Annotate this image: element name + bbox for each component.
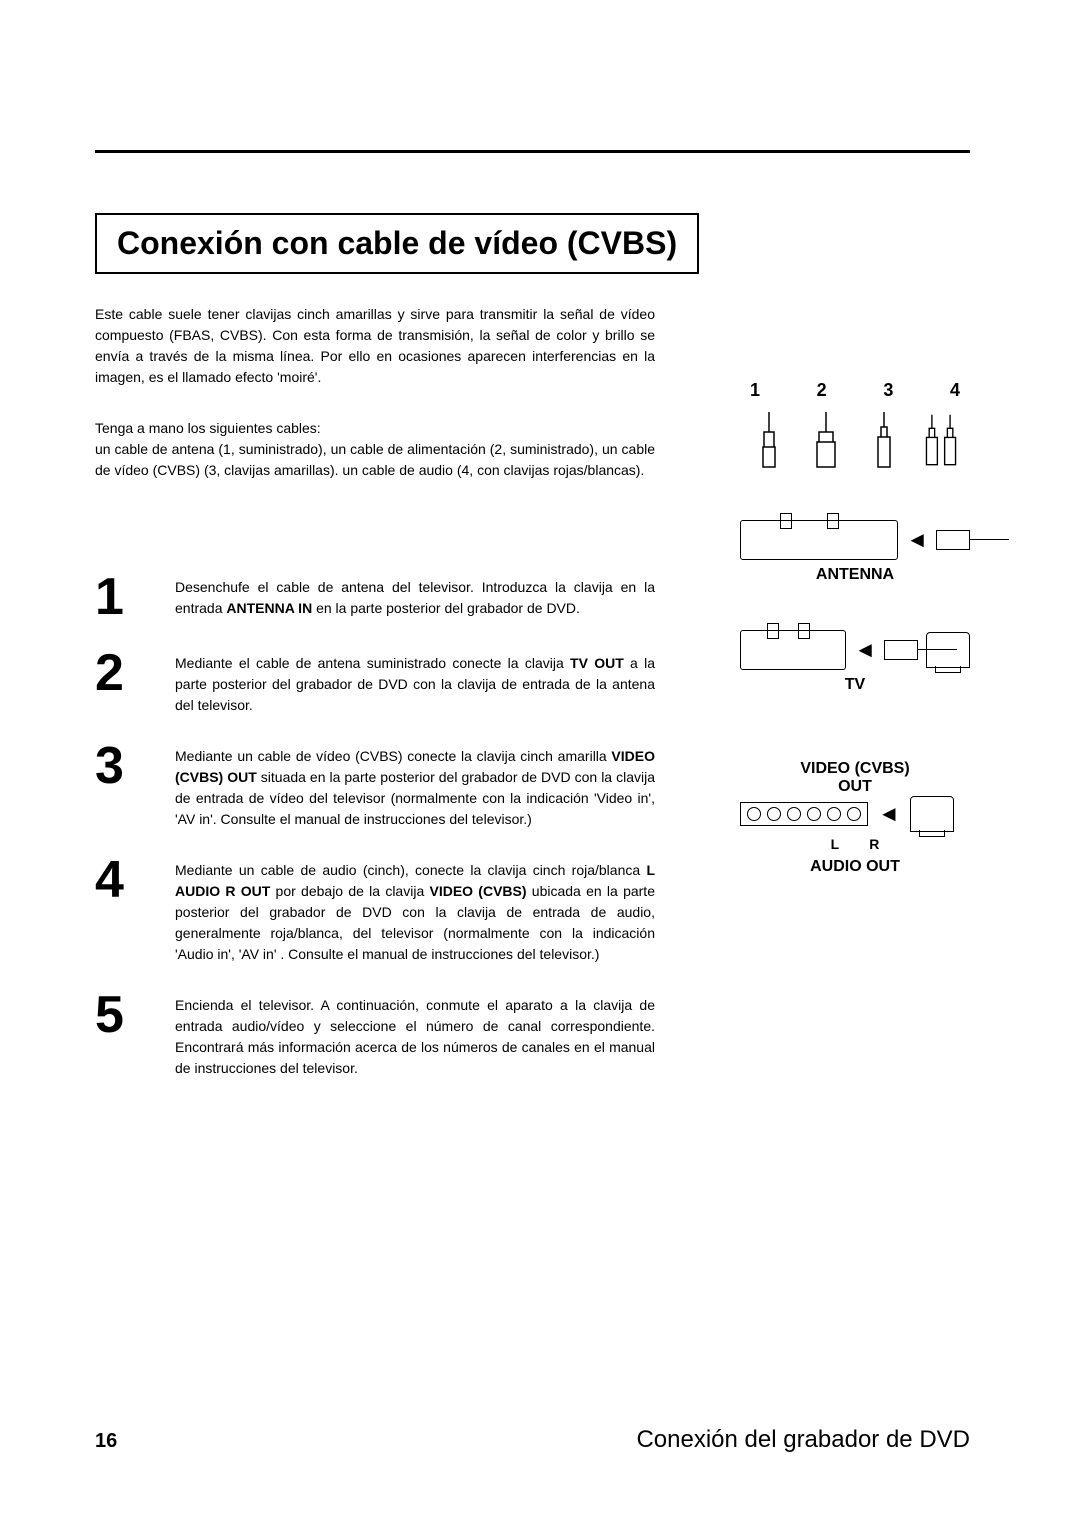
- plug-icon: [864, 407, 904, 477]
- antenna-label: ANTENNA: [740, 566, 970, 584]
- cables-intro: Tenga a mano los siguientes cables:: [95, 418, 655, 439]
- connector-icon: [936, 530, 970, 550]
- audio-l-label: L: [831, 836, 840, 852]
- tv-icon: [910, 796, 954, 832]
- intro-paragraph: Este cable suele tener clavijas cinch am…: [95, 304, 655, 388]
- page-number: 16: [95, 1430, 117, 1453]
- connector-icon: [884, 640, 918, 660]
- arrow-icon: ◄: [906, 527, 928, 553]
- step-number: 3: [95, 740, 175, 792]
- av-panel-icon: [740, 802, 868, 826]
- steps-list: 1 Desenchufe el cable de antena del tele…: [95, 571, 655, 1079]
- arrow-icon: ◄: [854, 637, 876, 663]
- cable-label-4: 4: [950, 380, 960, 401]
- arrow-icon: ◄: [878, 801, 900, 827]
- top-rule: [95, 150, 970, 153]
- illustration-tv: ◄ TV: [740, 630, 970, 694]
- step-item: 5 Encienda el televisor. A continuación,…: [95, 989, 655, 1079]
- page-footer: 16 Conexión del grabador de DVD: [95, 1426, 970, 1454]
- step-item: 2 Mediante el cable de antena suministra…: [95, 647, 655, 716]
- video-label-2: OUT: [838, 778, 872, 795]
- step-number: 2: [95, 647, 175, 699]
- step-number: 5: [95, 989, 175, 1041]
- section-title-box: Conexión con cable de vídeo (CVBS): [95, 213, 699, 274]
- cable-label-1: 1: [750, 380, 760, 401]
- cable-label-3: 3: [883, 380, 893, 401]
- cable-label-2: 2: [817, 380, 827, 401]
- audio-r-label: R: [869, 836, 879, 852]
- plug-icon: [806, 407, 846, 477]
- step-text: Desenchufe el cable de antena del televi…: [175, 571, 655, 619]
- recorder-icon: [740, 630, 846, 670]
- illustration-av: VIDEO (CVBS) OUT ◄ L R AUDIO OUT: [740, 760, 970, 876]
- audio-out-label: AUDIO OUT: [740, 858, 970, 876]
- step-number: 4: [95, 854, 175, 906]
- plug-icon: [749, 407, 789, 477]
- step-text: Mediante un cable de audio (cinch), cone…: [175, 854, 655, 965]
- step-text: Mediante el cable de antena suministrado…: [175, 647, 655, 716]
- plug-icon: [921, 407, 961, 477]
- tv-icon: [926, 632, 970, 668]
- video-label-1: VIDEO (CVBS): [800, 760, 909, 777]
- step-number: 1: [95, 571, 175, 623]
- step-text: Encienda el televisor. A continuación, c…: [175, 989, 655, 1079]
- cables-detail: un cable de antena (1, suministrado), un…: [95, 439, 655, 481]
- step-item: 3 Mediante un cable de vídeo (CVBS) cone…: [95, 740, 655, 830]
- step-text: Mediante un cable de vídeo (CVBS) conect…: [175, 740, 655, 830]
- recorder-icon: [740, 520, 898, 560]
- step-item: 1 Desenchufe el cable de antena del tele…: [95, 571, 655, 623]
- footer-title: Conexión del grabador de DVD: [636, 1426, 970, 1454]
- section-title: Conexión con cable de vídeo (CVBS): [117, 225, 677, 262]
- step-item: 4 Mediante un cable de audio (cinch), co…: [95, 854, 655, 965]
- illustration-antenna: ◄ ANTENNA: [740, 520, 970, 584]
- illustration-cables: 1 2 3 4: [740, 380, 970, 477]
- tv-label: TV: [740, 676, 970, 694]
